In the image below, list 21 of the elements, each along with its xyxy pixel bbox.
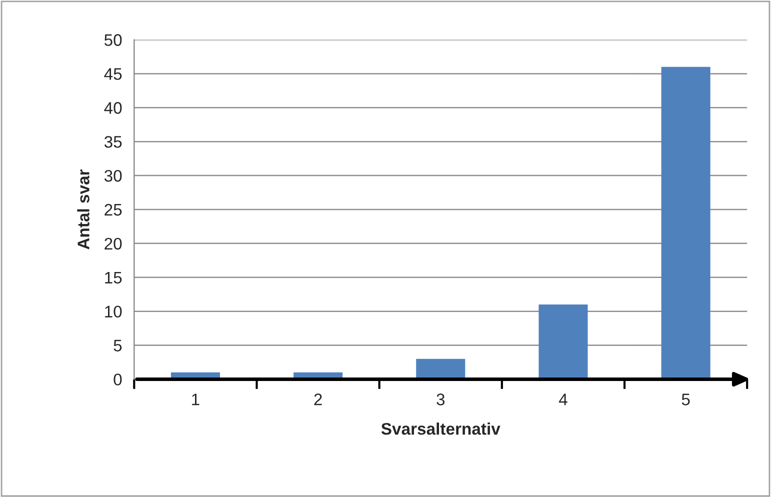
y-tick-label: 15 — [105, 272, 122, 284]
bar — [661, 66, 710, 380]
bar — [416, 358, 466, 380]
x-tick-label: 2 — [314, 394, 322, 406]
x-tick-label: 4 — [558, 394, 568, 406]
y-tick-label: 50 — [104, 34, 122, 46]
y-tick-label: 5 — [114, 340, 122, 352]
y-tick-label: 35 — [104, 136, 122, 148]
x-tick-label: 1 — [192, 394, 200, 406]
y-axis-title: Antal svar — [77, 169, 90, 250]
y-tick-label: 25 — [104, 204, 122, 216]
y-tick-label: 10 — [105, 306, 122, 318]
y-tick-label: 45 — [104, 68, 122, 80]
y-tick-label: 20 — [104, 238, 122, 250]
y-tick-label: 0 — [114, 374, 122, 386]
x-tick-label: 3 — [436, 394, 445, 406]
x-tick-label: 5 — [682, 394, 690, 406]
bar — [538, 304, 588, 380]
y-tick-label: 40 — [104, 102, 122, 114]
x-axis-title: Svarsalternativ — [381, 422, 500, 435]
y-tick-label: 30 — [104, 170, 122, 182]
